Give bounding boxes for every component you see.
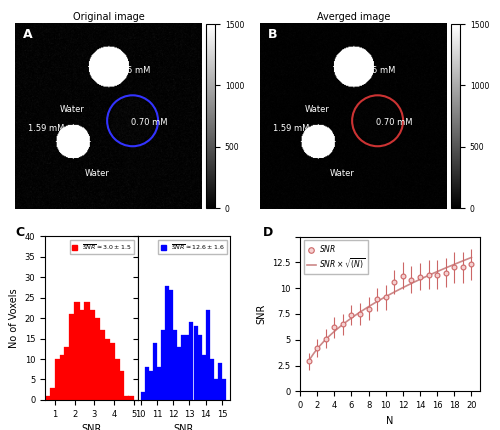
Legend: $\overline{SNR}\approx 3.0 \pm 1.5$: $\overline{SNR}\approx 3.0 \pm 1.5$ bbox=[70, 240, 134, 254]
Title: Averged image: Averged image bbox=[316, 12, 390, 22]
Text: B: B bbox=[268, 28, 277, 41]
Bar bbox=[45, 396, 50, 400]
Bar bbox=[161, 331, 165, 400]
Text: 0.70 mM: 0.70 mM bbox=[131, 118, 168, 127]
Bar bbox=[145, 367, 149, 400]
Text: Water: Water bbox=[85, 169, 110, 178]
Bar bbox=[70, 314, 75, 400]
Bar bbox=[141, 392, 145, 400]
Bar bbox=[173, 331, 177, 400]
Bar bbox=[194, 326, 198, 400]
Bar bbox=[169, 290, 173, 400]
Bar bbox=[178, 347, 182, 400]
Bar bbox=[113, 359, 119, 400]
Bar bbox=[79, 310, 84, 400]
Y-axis label: No of Voxels: No of Voxels bbox=[9, 289, 19, 348]
Text: Water: Water bbox=[330, 169, 354, 178]
Bar bbox=[218, 363, 222, 400]
Bar bbox=[157, 367, 161, 400]
Bar bbox=[123, 396, 130, 400]
Bar bbox=[98, 331, 104, 400]
X-axis label: SNR: SNR bbox=[81, 424, 102, 430]
Text: D: D bbox=[262, 226, 273, 239]
Title: Original image: Original image bbox=[72, 12, 144, 22]
Bar bbox=[118, 371, 124, 400]
Bar bbox=[210, 359, 214, 400]
Text: 1.59 mM: 1.59 mM bbox=[273, 124, 310, 133]
Text: 0.70 mM: 0.70 mM bbox=[376, 118, 412, 127]
Bar bbox=[84, 302, 89, 400]
Legend: $\overline{SNR}\approx 12.6 \pm 1.6$: $\overline{SNR}\approx 12.6 \pm 1.6$ bbox=[158, 240, 227, 254]
Bar bbox=[206, 310, 210, 400]
Bar bbox=[89, 310, 94, 400]
Bar bbox=[149, 371, 153, 400]
Text: A: A bbox=[22, 28, 32, 41]
Text: 1.59 mM: 1.59 mM bbox=[28, 124, 64, 133]
Bar bbox=[222, 379, 226, 400]
Bar bbox=[128, 396, 134, 400]
Text: Water: Water bbox=[60, 105, 84, 114]
Bar bbox=[214, 379, 218, 400]
Text: Water: Water bbox=[305, 105, 330, 114]
Bar bbox=[186, 335, 190, 400]
Bar bbox=[190, 322, 194, 400]
Bar bbox=[54, 359, 60, 400]
Text: C: C bbox=[15, 226, 24, 239]
X-axis label: SNR: SNR bbox=[174, 424, 194, 430]
Legend: $\it{SNR}$, $\it{SNR} \times \sqrt{(N)}$: $\it{SNR}$, $\it{SNR} \times \sqrt{(N)}$ bbox=[304, 240, 368, 274]
Bar bbox=[165, 286, 169, 400]
Bar bbox=[94, 318, 100, 400]
Y-axis label: SNR: SNR bbox=[256, 304, 266, 324]
Bar bbox=[104, 339, 110, 400]
X-axis label: N: N bbox=[386, 415, 394, 426]
Bar bbox=[198, 335, 202, 400]
Text: 1.05 mM: 1.05 mM bbox=[359, 66, 396, 75]
Bar bbox=[60, 355, 65, 400]
Bar bbox=[182, 335, 186, 400]
Bar bbox=[50, 388, 55, 400]
Bar bbox=[74, 302, 80, 400]
Bar bbox=[64, 347, 70, 400]
Bar bbox=[202, 355, 205, 400]
Text: 1.05 mM: 1.05 mM bbox=[114, 66, 150, 75]
Bar bbox=[108, 343, 114, 400]
Bar bbox=[153, 343, 157, 400]
